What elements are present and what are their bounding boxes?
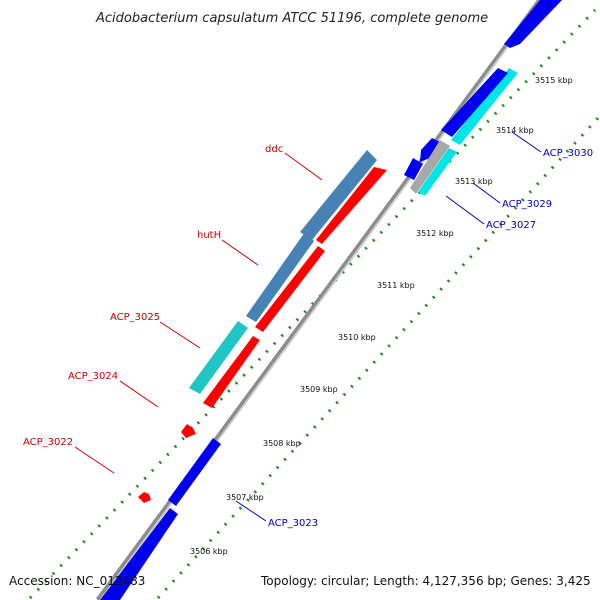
scale-label: 3510 kbp: [338, 333, 376, 342]
scale-label: 3508 kbp: [263, 439, 301, 448]
leader-line-acp3027: [445, 195, 485, 225]
gene-huth-red-arrow[interactable]: [255, 246, 325, 332]
gene-small-red-1[interactable]: [181, 424, 196, 438]
gene-label-acp3022[interactable]: ACP_3022: [23, 437, 73, 448]
gene-label-acp3030[interactable]: ACP_3030: [543, 148, 593, 159]
gene-acp3022-arrow[interactable]: [138, 492, 151, 503]
leader-line-acp3023: [235, 500, 267, 522]
genome-summary-text: Topology: circular; Length: 4,127,356 bp…: [260, 574, 591, 588]
leader-line-acp3022: [74, 446, 115, 474]
scale-label: 3511 kbp: [377, 281, 415, 290]
gene-small-blue-1[interactable]: [420, 138, 442, 162]
outer-tick-ring-dots: [28, 8, 597, 600]
gene-label-ddc[interactable]: ddc: [265, 144, 283, 155]
gene-acp3027-cyan[interactable]: [418, 148, 457, 196]
gene-label-acp3024[interactable]: ACP_3024: [68, 371, 118, 382]
scale-label: 3515 kbp: [535, 76, 573, 85]
scale-label: 3514 kbp: [496, 126, 534, 135]
gene-top-blue[interactable]: [504, 0, 562, 48]
gene-ddc-red-arrow[interactable]: [316, 167, 387, 244]
gene-label-acp3025[interactable]: ACP_3025: [110, 312, 160, 323]
leader-line-ddc: [284, 152, 323, 181]
gene-huth-arrow[interactable]: [246, 232, 314, 322]
scale-label: 3512 kbp: [416, 229, 454, 238]
scale-label: 3506 kbp: [190, 547, 228, 556]
backbone-highlight: [99, 0, 543, 600]
gene-ddc-arrow[interactable]: [300, 150, 377, 240]
gene-acp3025-arrow[interactable]: [189, 321, 248, 394]
gene-acp3023-arrow[interactable]: [168, 438, 221, 506]
backbone-line: [95, 0, 543, 600]
gene-label-acp3023[interactable]: ACP_3023: [268, 518, 318, 529]
gene-small-blue-2[interactable]: [404, 158, 423, 180]
gene-bottom-blue[interactable]: [100, 508, 178, 600]
leader-line-acp3025: [159, 321, 201, 349]
leader-line-huth: [221, 239, 259, 266]
forward-gene-labels: ACP_3030 ACP_3029 ACP_3027 ACP_3023: [235, 131, 593, 529]
genome-backbone: [95, 0, 543, 600]
scale-label: 3513 kbp: [455, 177, 493, 186]
forward-strand-genes: [100, 0, 562, 600]
leader-line-acp3030: [511, 131, 542, 153]
gene-acp3024-arrow[interactable]: [203, 336, 260, 408]
reverse-strand-genes: [138, 150, 387, 503]
gene-label-huth[interactable]: hutH: [197, 230, 221, 241]
gene-label-acp3029[interactable]: ACP_3029: [502, 199, 552, 210]
leader-line-acp3029: [472, 182, 501, 204]
map-title: Acidobacterium capsulatum ATCC 51196, co…: [95, 11, 488, 26]
gene-acp3029-grey[interactable]: [410, 140, 450, 194]
leader-line-acp3024: [119, 380, 159, 408]
gene-cyan-1[interactable]: [451, 68, 518, 145]
gene-acp3030-arrow[interactable]: [441, 68, 508, 137]
reverse-gene-labels: ddc hutH ACP_3025 ACP_3024 ACP_3022: [23, 144, 323, 474]
accession-text: Accession: NC_012483: [9, 574, 145, 588]
scale-labels: 3506 kbp 3507 kbp 3508 kbp 3509 kbp 3510…: [190, 76, 573, 556]
scale-label: 3509 kbp: [300, 385, 338, 394]
gene-label-acp3027[interactable]: ACP_3027: [486, 220, 536, 231]
scale-label: 3507 kbp: [226, 493, 264, 502]
outer-dotted-ring: [28, 8, 597, 600]
